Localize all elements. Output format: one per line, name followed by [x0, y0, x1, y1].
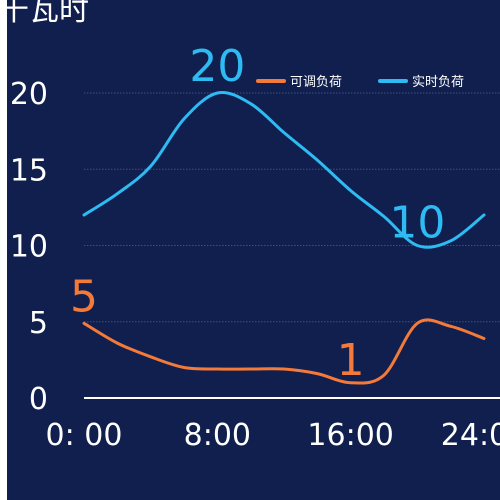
legend-label: 实时负荷	[412, 75, 464, 90]
data-label: 1	[337, 335, 365, 386]
data-label: 5	[70, 271, 98, 322]
y-tick-label: 0	[29, 382, 48, 417]
data-labels: 5 1 20 10	[70, 41, 445, 386]
series-line-1	[82, 90, 486, 249]
y-tick-label: 5	[29, 306, 48, 341]
series-lines	[82, 90, 486, 385]
legend-label: 可调负荷	[290, 75, 342, 90]
x-tick-label: 24:00	[441, 418, 500, 453]
y-tick-label: 10	[10, 230, 48, 265]
y-axis-unit-label: 千瓦时	[0, 0, 89, 28]
x-tick-label: 0: 00	[46, 418, 123, 453]
y-tick-label: 20	[10, 77, 48, 112]
x-tick-label: 16:00	[307, 418, 393, 453]
legend: 可调负荷 实时负荷	[256, 75, 464, 90]
chart-panel	[7, 0, 500, 500]
grid-lines	[84, 92, 500, 323]
x-tick-label: 8:00	[184, 418, 251, 453]
data-label: 20	[189, 41, 245, 92]
x-tick-labels: 0: 00 8:00 16:00 24:00	[46, 418, 500, 453]
series-line-0	[82, 318, 486, 385]
data-label: 10	[389, 198, 445, 249]
y-tick-labels: 0 5 10 15 20	[10, 77, 48, 417]
y-tick-label: 15	[10, 153, 48, 188]
